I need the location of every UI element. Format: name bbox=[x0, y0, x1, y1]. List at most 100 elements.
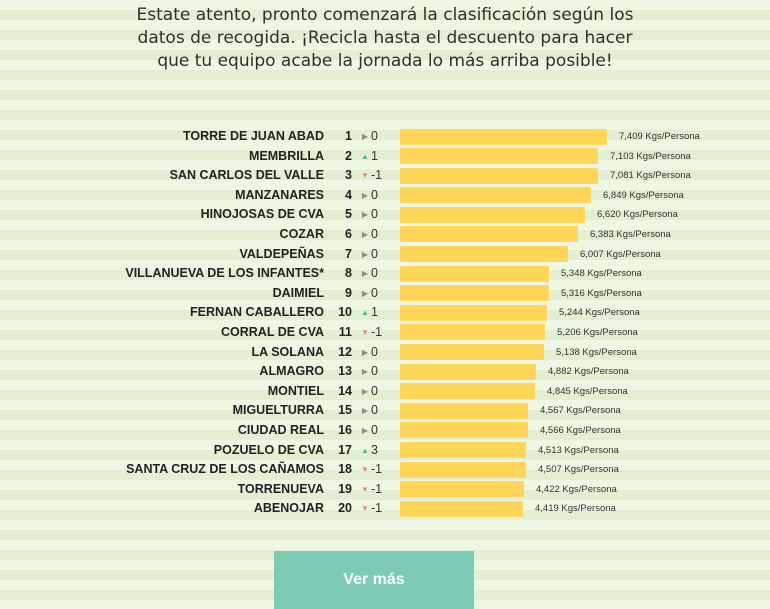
trend-up-icon: ▲ bbox=[361, 151, 369, 161]
town-name: ABENOJAR bbox=[253, 501, 324, 516]
value-bar bbox=[400, 500, 523, 517]
rank-position: 7 bbox=[345, 246, 352, 261]
value-bar bbox=[400, 481, 524, 498]
trend-same-icon: ▶ bbox=[361, 288, 369, 298]
rank-position: 19 bbox=[338, 481, 352, 496]
rank-position: 18 bbox=[338, 462, 352, 477]
town-name: SANTA CRUZ DE LOS CAÑAMOS bbox=[126, 462, 324, 477]
town-name: MIGUELTURRA bbox=[232, 403, 324, 418]
value-bar bbox=[400, 442, 526, 458]
rank-change: 0 bbox=[371, 207, 378, 222]
rank-position: 16 bbox=[338, 422, 352, 437]
rank-change: 1 bbox=[371, 305, 378, 320]
trend-up-icon: ▲ bbox=[361, 308, 369, 318]
ranking-row: TORRE DE JUAN ABAD 1 ▶ 0 7,409 Kgs/Persona bbox=[0, 127, 770, 147]
rank-change: 0 bbox=[371, 246, 378, 261]
ranking-row: DAIMIEL 9 ▶ 0 5,316 Kgs/Persona bbox=[0, 284, 770, 304]
rank-change: 0 bbox=[371, 266, 378, 281]
value-label: 6,620 Kgs/Persona bbox=[597, 209, 678, 221]
trend-same-icon: ▶ bbox=[361, 386, 369, 396]
trend-down-icon: ▼ bbox=[361, 171, 369, 181]
value-bar bbox=[400, 402, 528, 419]
rank-change: 0 bbox=[371, 403, 378, 418]
town-name: MONTIEL bbox=[267, 383, 324, 398]
rank-position: 5 bbox=[345, 207, 352, 222]
value-label: 7,409 Kgs/Persona bbox=[619, 131, 700, 142]
value-bar bbox=[400, 304, 547, 321]
trend-same-icon: ▶ bbox=[361, 190, 369, 200]
value-bar bbox=[400, 324, 545, 341]
rank-change: 0 bbox=[371, 129, 378, 143]
value-label: 4,507 Kgs/Persona bbox=[538, 464, 619, 476]
value-label: 5,138 Kgs/Persona bbox=[556, 346, 637, 358]
trend-same-icon: ▶ bbox=[361, 425, 369, 435]
ranking-row: FERNAN CABALLERO 10 ▲ 1 5,244 Kgs/Persona bbox=[0, 303, 770, 323]
value-bar bbox=[400, 344, 544, 361]
ranking-row: CIUDAD REAL 16 ▶ 0 4,566 Kgs/Persona bbox=[0, 421, 770, 441]
town-name: TORRENUEVA bbox=[237, 481, 324, 496]
value-label: 7,081 Kgs/Persona bbox=[610, 170, 691, 182]
value-label: 4,845 Kgs/Persona bbox=[547, 385, 628, 397]
ranking-row: MANZANARES 4 ▶ 0 6,849 Kgs/Persona bbox=[0, 186, 770, 206]
town-name: HINOJOSAS DE CVA bbox=[200, 207, 324, 222]
value-bar bbox=[400, 167, 598, 184]
rank-position: 14 bbox=[338, 383, 352, 398]
trend-same-icon: ▶ bbox=[361, 347, 369, 357]
trend-down-icon: ▼ bbox=[361, 465, 369, 475]
ranking-row: VILLANUEVA DE LOS INFANTES* 8 ▶ 0 5,348 Kgs/… bbox=[0, 264, 770, 284]
value-label: 7,103 Kgs/Persona bbox=[610, 150, 691, 162]
rank-position: 9 bbox=[345, 285, 352, 300]
town-name: POZUELO DE CVA bbox=[213, 442, 324, 457]
value-bar bbox=[400, 226, 578, 243]
rank-change: 0 bbox=[371, 383, 378, 398]
value-bar bbox=[400, 187, 591, 204]
value-label: 5,206 Kgs/Persona bbox=[557, 326, 638, 338]
rank-change: -1 bbox=[371, 462, 383, 477]
town-name: SAN CARLOS DEL VALLE bbox=[169, 168, 324, 183]
town-name: CORRAL DE CVA bbox=[220, 324, 324, 339]
rank-change: 0 bbox=[371, 422, 378, 437]
ranking-row: SAN CARLOS DEL VALLE 3 ▼ -1 7,081 Kgs/Person… bbox=[0, 166, 770, 186]
value-label: 6,383 Kgs/Persona bbox=[590, 228, 671, 240]
rank-position: 4 bbox=[345, 187, 352, 202]
value-label: 4,513 Kgs/Persona bbox=[538, 444, 619, 456]
value-label: 4,567 Kgs/Persona bbox=[540, 405, 621, 417]
trend-down-icon: ▼ bbox=[361, 504, 369, 514]
rank-position: 8 bbox=[345, 266, 352, 281]
value-label: 5,316 Kgs/Persona bbox=[561, 287, 642, 299]
value-bar bbox=[400, 265, 549, 282]
value-label: 5,244 Kgs/Persona bbox=[559, 307, 640, 319]
trend-same-icon: ▶ bbox=[361, 249, 369, 259]
ranking-row: ALMAGRO 13 ▶ 0 4,882 Kgs/Persona bbox=[0, 362, 770, 382]
rank-position: 1 bbox=[345, 129, 352, 143]
ranking-row: TORRENUEVA 19 ▼ -1 4,422 Kgs/Persona bbox=[0, 480, 770, 500]
value-bar bbox=[400, 285, 549, 302]
town-name: CIUDAD REAL bbox=[237, 422, 324, 437]
rank-change: 0 bbox=[371, 285, 378, 300]
value-bar bbox=[400, 461, 526, 478]
trend-down-icon: ▼ bbox=[361, 484, 369, 494]
ranking-row: CORRAL DE CVA 11 ▼ -1 5,206 Kgs/Persona bbox=[0, 323, 770, 343]
value-bar bbox=[400, 246, 568, 263]
value-label: 4,419 Kgs/Persona bbox=[535, 503, 616, 515]
value-label: 6,007 Kgs/Persona bbox=[580, 248, 661, 260]
value-bar bbox=[400, 148, 598, 165]
rank-position: 6 bbox=[345, 226, 352, 241]
trend-same-icon: ▶ bbox=[361, 406, 369, 416]
ranking-row: SANTA CRUZ DE LOS CAÑAMOS 18 ▼ -1 4,507 Kgs/… bbox=[0, 460, 770, 480]
see-more-button[interactable]: Ver más bbox=[274, 551, 474, 609]
rank-position: 10 bbox=[338, 305, 352, 320]
rank-change: -1 bbox=[371, 481, 383, 496]
value-label: 4,882 Kgs/Persona bbox=[548, 366, 629, 378]
value-label: 4,566 Kgs/Persona bbox=[540, 424, 621, 436]
ranking-row: MONTIEL 14 ▶ 0 4,845 Kgs/Persona bbox=[0, 382, 770, 402]
town-name: TORRE DE JUAN ABAD bbox=[183, 129, 324, 143]
rank-change: 1 bbox=[371, 148, 378, 163]
value-label: 6,849 Kgs/Persona bbox=[603, 189, 684, 201]
ranking-row: POZUELO DE CVA 17 ▲ 3 4,513 Kgs/Persona bbox=[0, 441, 770, 461]
rank-position: 12 bbox=[338, 344, 352, 359]
ranking-row: MEMBRILLA 2 ▲ 1 7,103 Kgs/Persona bbox=[0, 147, 770, 167]
trend-same-icon: ▶ bbox=[361, 132, 369, 141]
trend-same-icon: ▶ bbox=[361, 269, 369, 279]
